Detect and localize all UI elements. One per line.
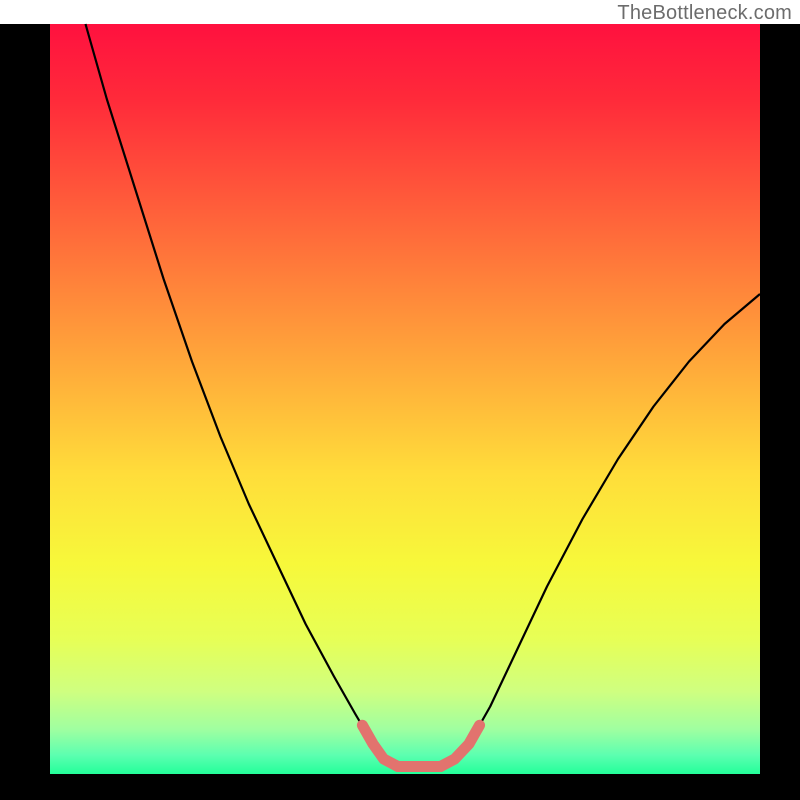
bottleneck-chart: TheBottleneck.com [0, 0, 800, 800]
gradient-background [50, 24, 760, 774]
chart-canvas [0, 0, 800, 800]
top-strip [0, 0, 800, 24]
